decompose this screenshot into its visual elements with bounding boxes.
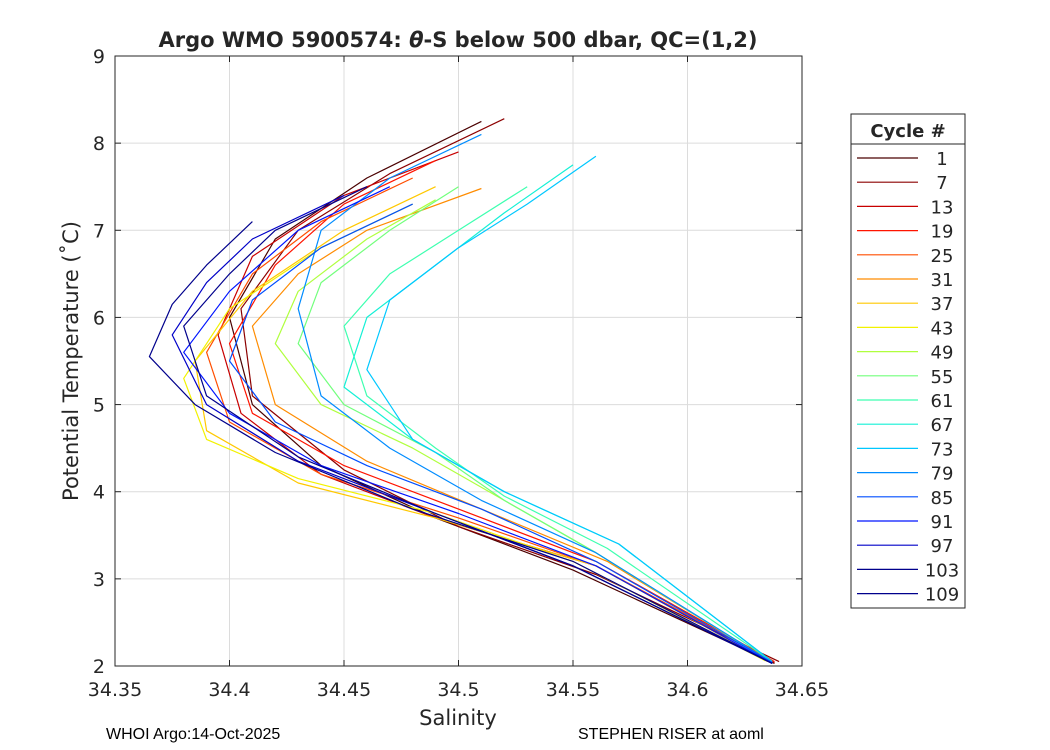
legend-label-103: 103 [925,560,959,581]
series-line-cycle-73 [366,155,773,663]
legend-label-91: 91 [931,512,954,533]
y-tick-label: 2 [93,656,105,678]
series-line-cycle-109 [148,221,773,664]
chart-title: Argo WMO 5900574: θ-S below 500 dbar, QC… [158,28,757,52]
x-tick-label: 34.4 [208,679,250,701]
series-line-cycle-103 [183,186,773,664]
legend-title: Cycle # [870,121,945,142]
y-tick-label: 7 [93,220,105,242]
legend-label-1: 1 [936,149,947,170]
series-line-cycle-19 [228,160,775,663]
legend-label-43: 43 [931,318,954,339]
x-tick-label: 34.5 [437,679,479,701]
series-line-cycle-43 [183,203,766,662]
y-tick-label: 5 [93,395,105,417]
y-tick-label: 9 [93,46,105,68]
legend-label-49: 49 [931,343,954,364]
series-line-cycle-25 [206,177,773,662]
series-line-cycle-31 [251,187,771,662]
legend-label-19: 19 [931,222,954,243]
legend-box [850,113,966,609]
series-line-cycle-1 [228,120,775,664]
axis-ticks: 34.35 34.4 34.45 34.5 34.55 34.6 34.65 2 3 4 5 6 7 8 9 [88,46,829,701]
legend-label-55: 55 [931,367,954,388]
x-tick-label: 34.65 [775,679,829,701]
y-tick-label: 4 [93,482,105,504]
legend-entries: 1 7 13 19 25 31 37 43 49 55 61 67 73 79 85 91 97 103 109 [857,149,959,606]
legend-label-109: 109 [925,585,959,606]
x-tick-label: 34.45 [317,679,371,701]
series-line-cycle-7 [240,118,780,663]
legend-label-31: 31 [931,270,954,291]
series-line-cycle-37 [194,186,768,663]
y-tick-label: 6 [93,307,105,329]
x-tick-label: 34.6 [666,679,708,701]
legend-label-25: 25 [931,246,954,267]
footer-left-credit: WHOI Argo:14-Oct-2025 [106,726,281,743]
y-tick-label: 3 [93,569,105,591]
series-line-cycle-79 [297,133,773,664]
series-lines [148,118,780,664]
legend-label-37: 37 [931,294,954,315]
y-tick-label: 8 [93,133,105,155]
series-line-cycle-85 [228,203,773,664]
legend-label-85: 85 [931,488,954,509]
x-tick-label: 34.55 [546,679,600,701]
legend: Cycle # 1 7 13 19 25 31 37 43 49 55 61 67 73 79 85 91 97… [850,113,966,609]
series-line-cycle-91 [183,186,773,664]
legend-label-73: 73 [931,439,954,460]
legend-label-61: 61 [931,391,954,412]
legend-label-97: 97 [931,536,954,557]
legend-label-67: 67 [931,415,954,436]
x-tick-label: 34.35 [88,679,142,701]
series-line-cycle-61 [343,186,773,663]
footer-right-credit: STEPHEN RISER at aoml [578,726,764,743]
legend-label-7: 7 [936,173,947,194]
legend-label-79: 79 [931,464,954,485]
legend-label-13: 13 [931,197,954,218]
y-axis-label: Potential Temperature (˚C) [59,221,83,501]
series-line-cycle-55 [297,186,771,663]
x-axis-label: Salinity [419,706,497,730]
